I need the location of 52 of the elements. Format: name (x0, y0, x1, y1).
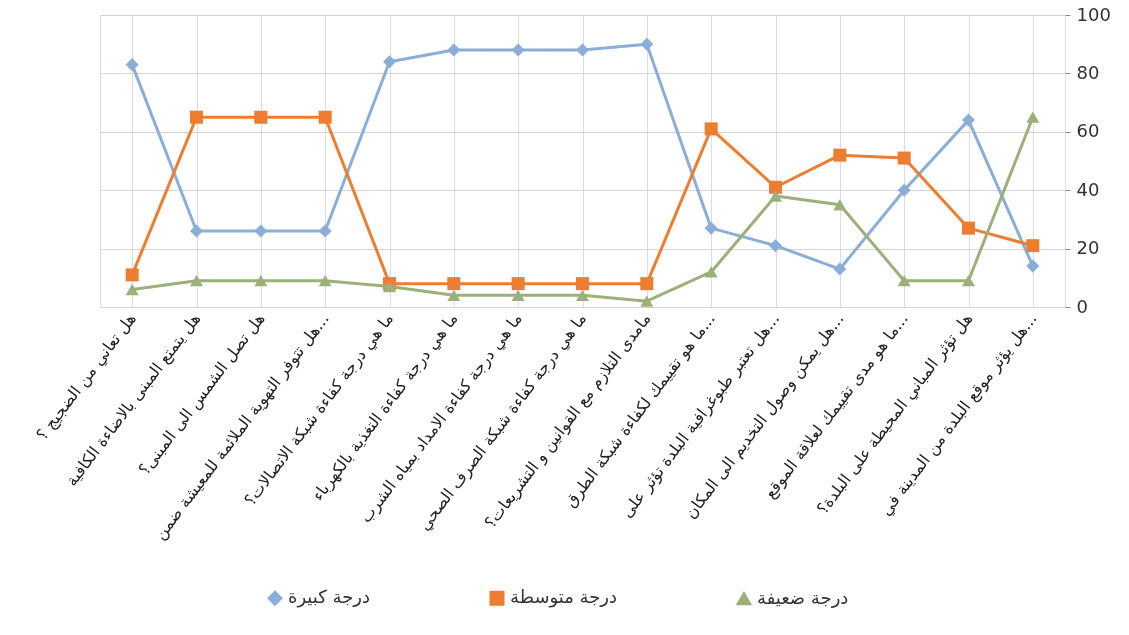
point (961, 221, 976, 235)
point (768, 180, 783, 194)
point (961, 113, 976, 127)
point (318, 224, 332, 238)
point (189, 224, 204, 238)
point (575, 43, 590, 57)
y-tick-label: 0 (1076, 295, 1088, 317)
point (511, 277, 525, 291)
legend-label: درجة ضعيفة (756, 586, 849, 608)
point (511, 289, 525, 301)
point (897, 275, 911, 287)
point (961, 275, 976, 287)
point (254, 110, 268, 124)
point (254, 224, 268, 238)
point (897, 151, 911, 165)
point (1026, 239, 1040, 253)
y-tick-label: 60 (1076, 120, 1100, 142)
point (189, 110, 204, 124)
y-tick-label: 80 (1076, 61, 1100, 83)
point (125, 283, 139, 296)
point (833, 262, 847, 276)
point (447, 289, 461, 301)
y-tick-label: 40 (1076, 178, 1100, 200)
point (1026, 259, 1040, 273)
point (254, 275, 268, 287)
point (447, 277, 461, 291)
point (704, 266, 718, 278)
point (575, 289, 590, 301)
y-tick-label: 100 (1076, 3, 1111, 25)
point (318, 275, 332, 287)
legend-label: درجة متوسطة (509, 586, 618, 609)
point (511, 43, 525, 57)
point (768, 190, 783, 202)
point (125, 58, 139, 72)
point (833, 148, 847, 162)
point (704, 221, 718, 235)
legend-label: درجة كبيرة (287, 586, 370, 609)
point (382, 55, 397, 69)
point (640, 295, 654, 307)
point (833, 199, 847, 211)
point (768, 239, 783, 253)
point (704, 122, 718, 136)
point (640, 37, 654, 51)
point (640, 277, 654, 291)
point (447, 43, 461, 57)
point (318, 110, 332, 124)
point (1026, 111, 1040, 123)
point (575, 277, 590, 291)
point (897, 183, 911, 197)
y-tick-label: 20 (1076, 237, 1100, 259)
point (125, 268, 139, 282)
point (189, 275, 204, 287)
